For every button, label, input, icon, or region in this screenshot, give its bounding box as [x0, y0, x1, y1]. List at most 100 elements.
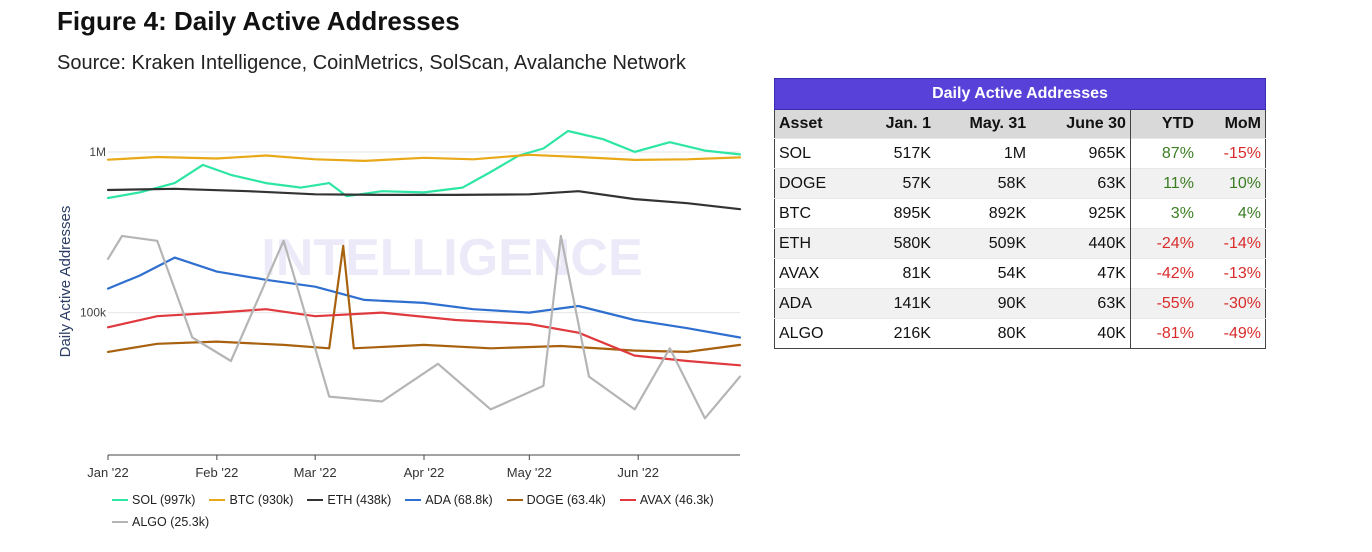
summary-table-container: Daily Active Addresses Asset Jan. 1 May. 3… [774, 78, 1266, 349]
legend-swatch [307, 499, 324, 501]
value-cell: 90K [934, 288, 1031, 319]
table-header-cell: YTD [1130, 109, 1198, 139]
series-line-doge [106, 244, 742, 353]
table-row: AVAX 81K 54K 47K -42% -13% [774, 258, 1266, 289]
value-cell: 10% [1197, 168, 1266, 199]
legend-item-eth: ETH (438k) [307, 493, 391, 507]
value-cell: -14% [1197, 228, 1266, 259]
value-cell: 440K [1030, 228, 1131, 259]
value-cell: 58K [934, 168, 1031, 199]
figure-source: Source: Kraken Intelligence, CoinMetrics… [57, 52, 686, 74]
value-cell: 892K [934, 198, 1031, 229]
table-title: Daily Active Addresses [774, 78, 1266, 110]
x-tick-label: Jan '22 [87, 465, 129, 480]
asset-cell: ALGO [774, 318, 857, 349]
legend-label: DOGE (63.4k) [526, 493, 606, 507]
value-cell: 517K [856, 138, 935, 169]
value-cell: 54K [934, 258, 1031, 289]
legend-item-btc: BTC (930k) [209, 493, 293, 507]
legend-swatch [506, 499, 523, 501]
legend-label: ETH (438k) [327, 493, 392, 507]
asset-cell: BTC [774, 198, 857, 229]
series-line-sol [106, 129, 742, 200]
value-cell: 580K [856, 228, 935, 259]
series-line-avax [106, 308, 742, 367]
table-row: BTC 895K 892K 925K 3% 4% [774, 198, 1266, 229]
x-tick-label: Jun '22 [617, 465, 659, 480]
value-cell: 47K [1030, 258, 1131, 289]
table-row: ETH 580K 509K 440K -24% -14% [774, 228, 1266, 259]
table-row: ALGO 216K 80K 40K -81% -49% [774, 318, 1266, 349]
value-cell: 63K [1030, 168, 1131, 199]
x-tick-label: May '22 [507, 465, 552, 480]
legend-swatch [405, 499, 422, 501]
value-cell: 40K [1030, 318, 1131, 349]
value-cell: 63K [1030, 288, 1131, 319]
y-tick-label: 100k [80, 306, 107, 320]
legend-item-algo: ALGO (25.3k) [112, 515, 209, 529]
table-row: SOL 517K 1M 965K 87% -15% [774, 138, 1266, 169]
legend-swatch [209, 499, 226, 501]
value-cell: 509K [934, 228, 1031, 259]
figure-title: Figure 4: Daily Active Addresses [57, 6, 460, 36]
value-cell: -49% [1197, 318, 1266, 349]
table-row: ADA 141K 90K 63K -55% -30% [774, 288, 1266, 319]
legend-swatch [112, 499, 128, 501]
asset-cell: ADA [774, 288, 857, 319]
value-cell: -15% [1197, 138, 1266, 169]
value-cell: 141K [856, 288, 935, 319]
table-header-cell: May. 31 [934, 109, 1031, 139]
legend-item-sol: SOL (997k) [112, 493, 195, 507]
x-tick-label: Mar '22 [294, 465, 337, 480]
line-chart: INTELLIGENCE 1M 100k Jan '22 Feb '22 Mar '22 A… [57, 129, 742, 480]
value-cell: 895K [856, 198, 935, 229]
series-line-ada [106, 256, 742, 339]
value-cell: 4% [1197, 198, 1266, 229]
table-header-row: Asset Jan. 1 May. 31 June 30 YTD MoM [774, 109, 1266, 139]
watermark-text: INTELLIGENCE [261, 229, 642, 287]
value-cell: 3% [1130, 198, 1198, 229]
legend-swatch [619, 499, 636, 501]
series-line-algo [106, 234, 742, 420]
series-line-eth [106, 187, 742, 211]
series-line-btc [106, 153, 742, 162]
x-tick-label: Feb '22 [195, 465, 238, 480]
legend-label: ADA (68.8k) [425, 493, 493, 507]
chart-legend: SOL (997k) BTC (930k) ETH (438k) ADA (68.8k… [112, 490, 732, 534]
legend-item-doge: DOGE (63.4k) [506, 493, 606, 507]
value-cell: -30% [1197, 288, 1266, 319]
asset-cell: AVAX [774, 258, 857, 289]
value-cell: 80K [934, 318, 1031, 349]
table-header-cell: Asset [774, 109, 857, 139]
table-header-cell: June 30 [1030, 109, 1131, 139]
table-body: SOL 517K 1M 965K 87% -15% DOGE 57K 58K 63K 11% 10% B… [774, 138, 1266, 349]
summary-table: Daily Active Addresses Asset Jan. 1 May. 3… [774, 78, 1266, 349]
legend-swatch [112, 521, 128, 523]
x-tick-label: Apr '22 [404, 465, 445, 480]
value-cell: 57K [856, 168, 935, 199]
value-cell: -24% [1130, 228, 1198, 259]
legend-label: AVAX (46.3k) [639, 493, 714, 507]
asset-cell: ETH [774, 228, 857, 259]
value-cell: -42% [1130, 258, 1198, 289]
y-axis-label: Daily Active Addresses [57, 206, 74, 358]
asset-cell: SOL [774, 138, 857, 169]
value-cell: -81% [1130, 318, 1198, 349]
value-cell: 925K [1030, 198, 1131, 229]
legend-item-avax: AVAX (46.3k) [619, 493, 714, 507]
value-cell: 81K [856, 258, 935, 289]
value-cell: -55% [1130, 288, 1198, 319]
value-cell: 87% [1130, 138, 1198, 169]
value-cell: -13% [1197, 258, 1266, 289]
legend-label: ALGO (25.3k) [132, 515, 210, 529]
legend-label: BTC (930k) [229, 493, 294, 507]
asset-cell: DOGE [774, 168, 857, 199]
legend-label: SOL (997k) [132, 493, 196, 507]
table-header-cell: Jan. 1 [856, 109, 935, 139]
value-cell: 965K [1030, 138, 1131, 169]
legend-item-ada: ADA (68.8k) [405, 493, 493, 507]
table-header-cell: MoM [1197, 109, 1266, 139]
value-cell: 11% [1130, 168, 1198, 199]
table-row: DOGE 57K 58K 63K 11% 10% [774, 168, 1266, 199]
value-cell: 1M [934, 138, 1031, 169]
